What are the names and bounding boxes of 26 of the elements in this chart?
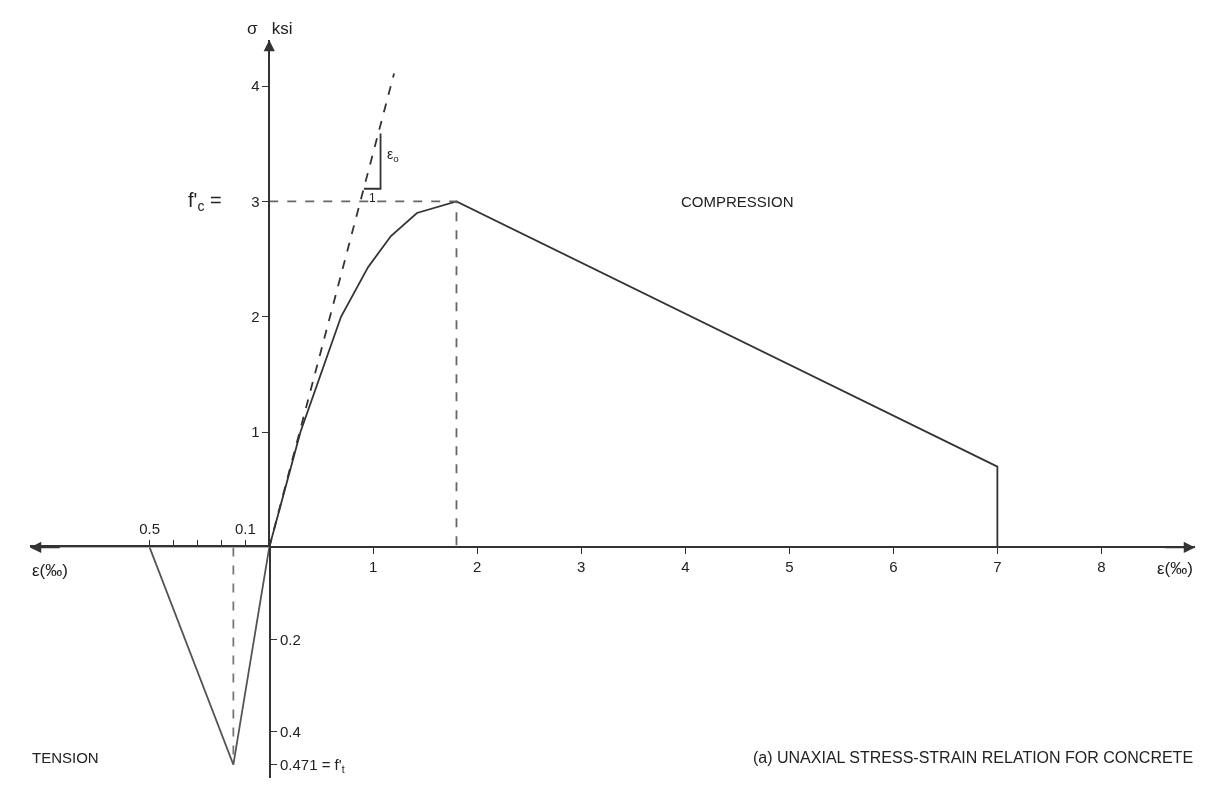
- x-tick-label: 8: [1097, 558, 1106, 576]
- x-tick-label: 0.1: [234, 519, 256, 537]
- annotation: COMPRESSION: [681, 193, 794, 210]
- annotation: 1: [369, 191, 376, 205]
- y-axis-title: σ ksi: [247, 19, 293, 38]
- x-tick-label: 7: [993, 558, 1002, 576]
- y-tick-label: 0.4: [279, 723, 301, 741]
- annotation: TENSION: [32, 749, 99, 766]
- y-tick-label: 0.2: [279, 630, 301, 648]
- x-axis-title: ε(‰): [32, 561, 68, 580]
- x-tick-label: 2: [473, 558, 482, 576]
- x-axis-title: ε(‰): [1157, 559, 1193, 578]
- x-tick-label: 3: [577, 558, 586, 576]
- y-tick-label: 4: [251, 77, 260, 95]
- y-tick-label: 1: [251, 423, 260, 441]
- annotation: f'$_{c}$ =: [188, 189, 222, 215]
- y-tick-label: 2: [251, 308, 260, 325]
- x-tick-label: 4: [681, 558, 690, 576]
- annotation: ε$_{o}$: [387, 146, 400, 164]
- y-tick-label: 3: [251, 192, 260, 210]
- x-tick-label: 6: [889, 558, 898, 576]
- x-tick-label: 1: [369, 558, 378, 576]
- x-tick-label: 5: [785, 558, 794, 576]
- x-tick-label: 0.5: [139, 519, 161, 537]
- y-tick-label: 0.471 = f'$_{t}$: [279, 755, 345, 776]
- annotation: (a) UNAXIAL STRESS-STRAIN RELATION FOR CONCRETE: [753, 749, 1194, 766]
